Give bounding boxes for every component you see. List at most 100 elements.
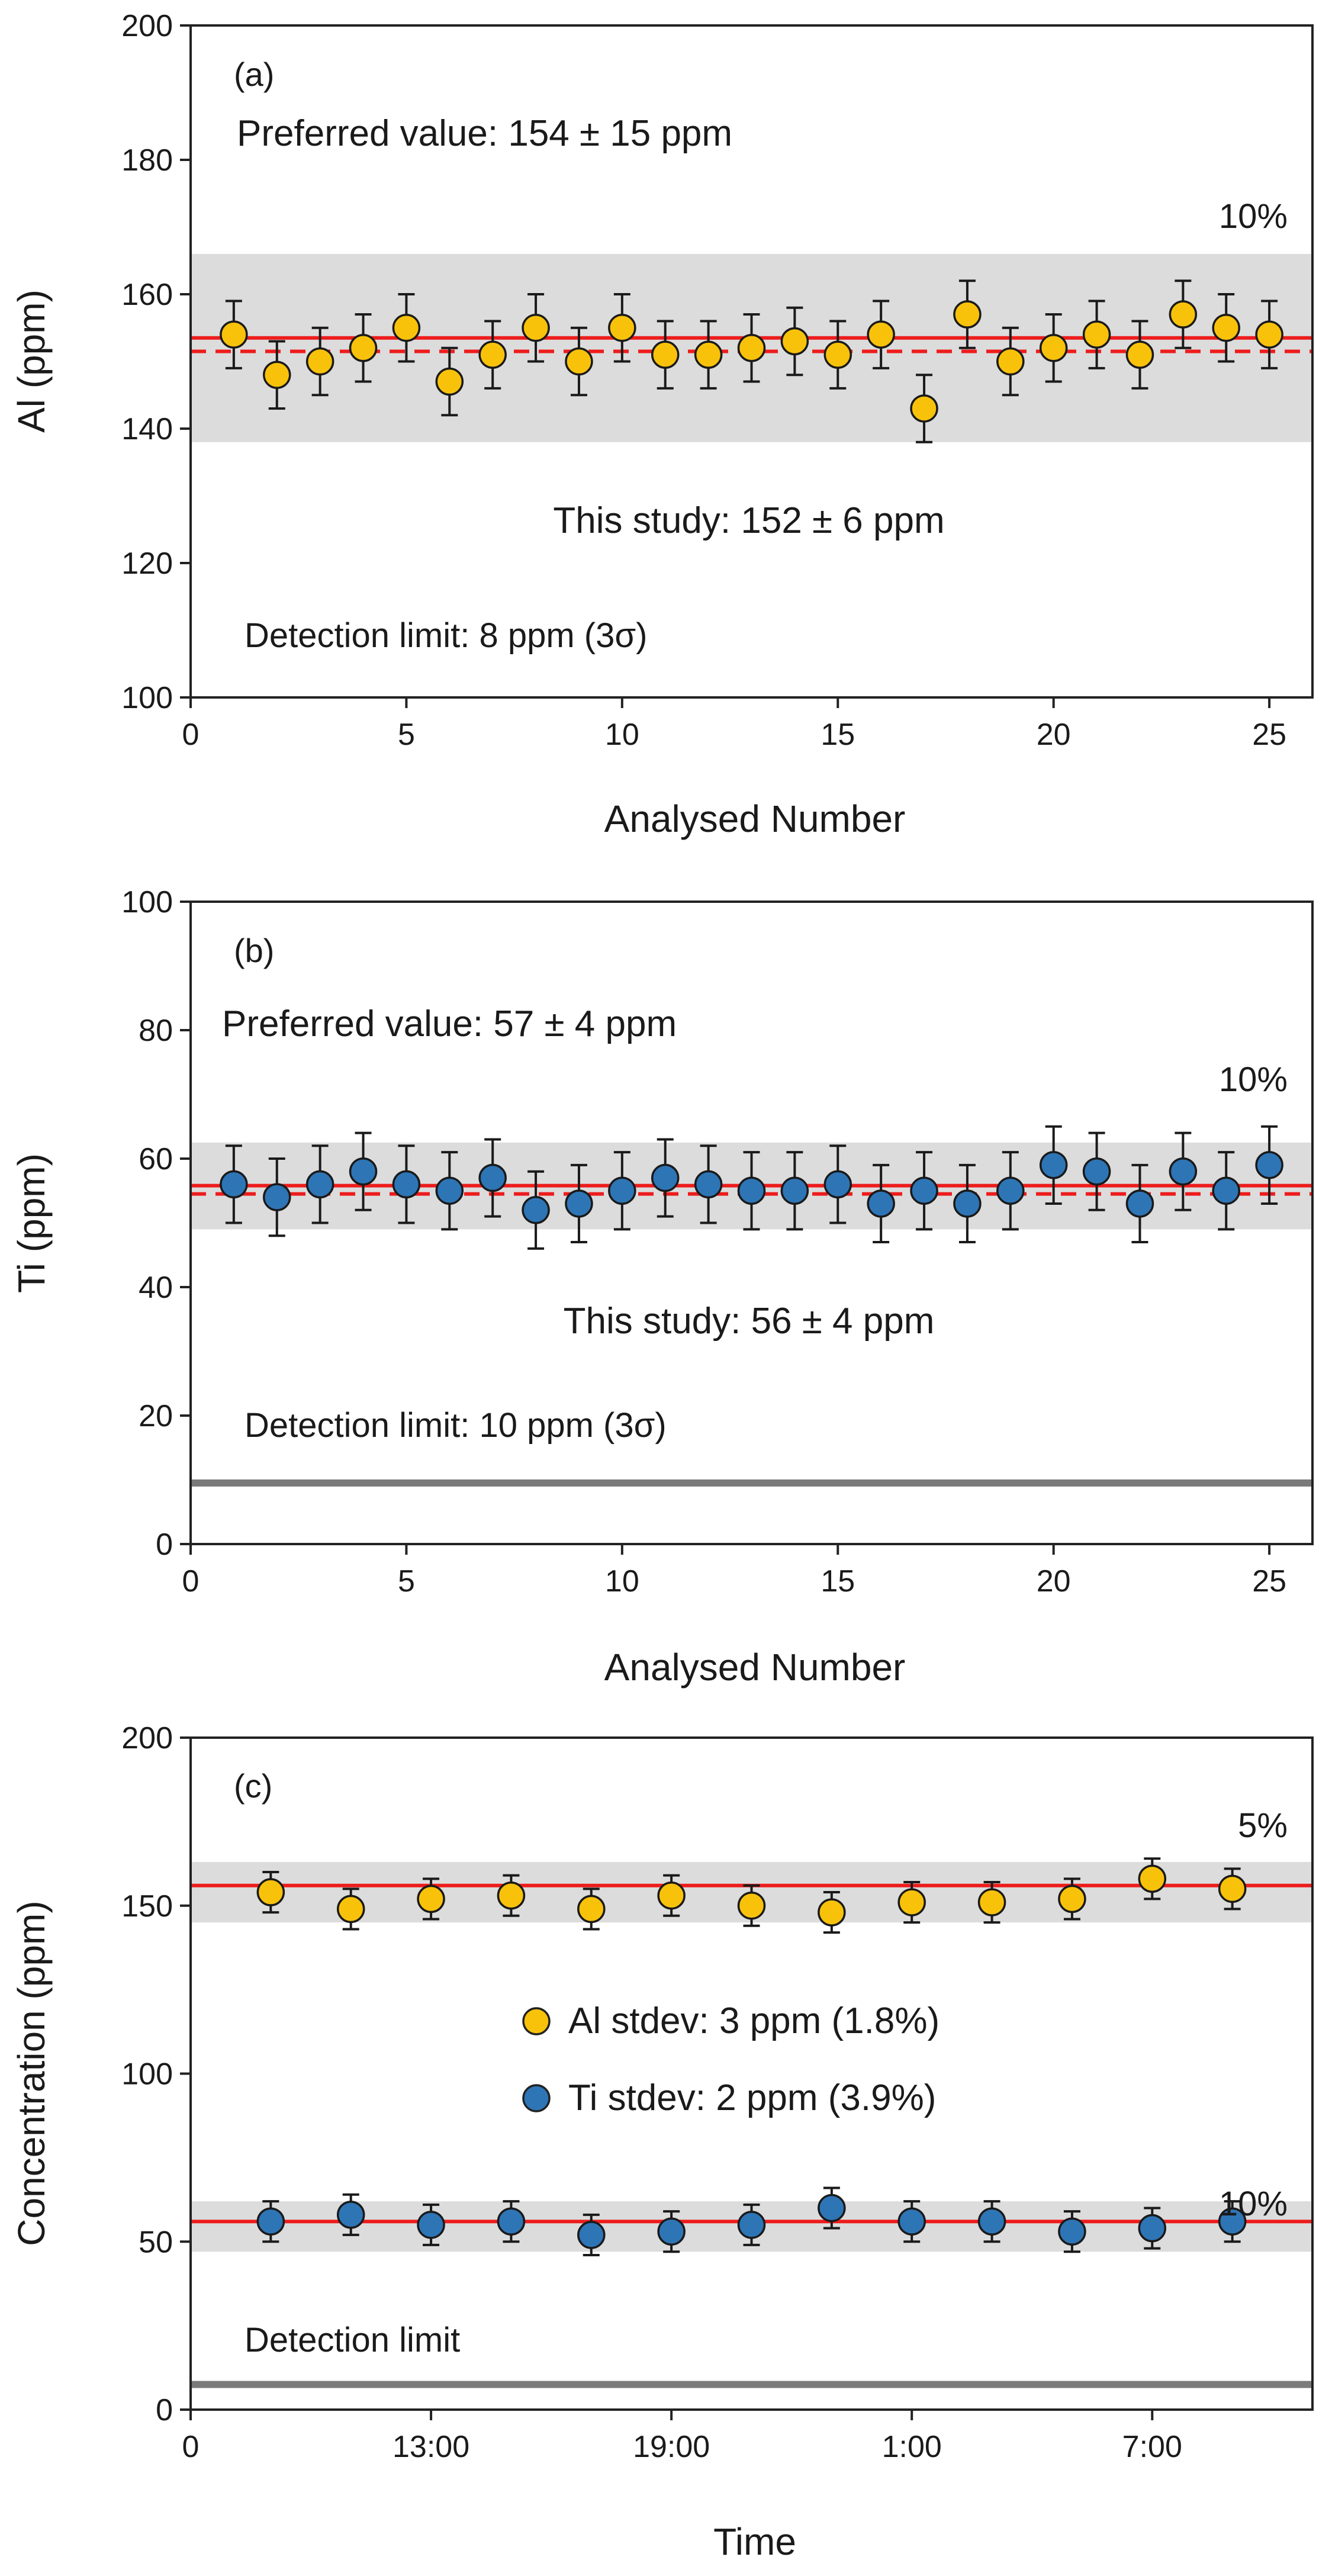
marker	[608, 314, 636, 342]
marker	[780, 327, 809, 356]
data-point-ti	[1039, 1125, 1068, 1205]
marker	[910, 1176, 938, 1205]
data-point-ti	[577, 2213, 606, 2256]
data-point-ti	[349, 1131, 378, 1211]
data-point-al	[977, 1881, 1006, 1924]
data-point-al	[417, 1877, 445, 1921]
plot-frame	[189, 1736, 1314, 2411]
data-point-al	[336, 1887, 365, 1931]
data-point-ti	[897, 2200, 926, 2243]
band-label: 10%	[1219, 197, 1288, 236]
marker	[1058, 1884, 1086, 1913]
marker	[305, 1170, 334, 1199]
marker	[657, 1881, 686, 1910]
x-tick-label: 0	[182, 1564, 200, 1599]
data-point-ti	[977, 2200, 1006, 2243]
data-point-ti	[1082, 1131, 1111, 1211]
data-point-al	[256, 1871, 285, 1914]
data-point-ti	[305, 1144, 334, 1224]
marker	[977, 1888, 1006, 1916]
data-point-ti	[417, 2203, 445, 2246]
marker	[867, 1189, 895, 1218]
marker	[651, 340, 680, 369]
marker	[608, 1176, 636, 1205]
y-tick-label: 20	[139, 1399, 173, 1433]
marker	[737, 1892, 766, 1920]
x-tick-label: 0	[182, 2430, 200, 2464]
marker	[220, 320, 248, 349]
y-tick-label: 100	[121, 885, 173, 919]
data-point-ti	[1058, 2210, 1086, 2253]
data-point-al	[565, 326, 593, 397]
study-value-text: This study: 152 ± 6 ppm	[553, 500, 944, 541]
study-value-text: This study: 56 ± 4 ppm	[564, 1301, 935, 1342]
x-axis-title: Analysed Number	[604, 1646, 906, 1689]
data-point-ti	[953, 1163, 982, 1244]
data-point-al	[435, 346, 464, 417]
x-tick-label: 5	[398, 1564, 415, 1599]
marker	[1082, 1157, 1111, 1186]
x-tick-label: 7:00	[1122, 2430, 1182, 2464]
marker	[780, 1176, 809, 1205]
data-point-ti	[522, 1170, 550, 1250]
data-point-ti	[996, 1151, 1025, 1231]
marker	[349, 1157, 378, 1186]
data-point-ti	[435, 1151, 464, 1231]
marker	[953, 300, 982, 329]
legend-marker-ti	[522, 2084, 551, 2112]
data-point-ti	[565, 1163, 593, 1244]
marker	[305, 347, 334, 376]
legend-label-ti: Ti stdev: 2 ppm (3.9%)	[568, 2077, 936, 2118]
data-point-ti	[497, 2200, 526, 2243]
marker	[657, 2217, 686, 2246]
data-point-ti	[657, 2210, 686, 2253]
x-axis-title: Time	[713, 2520, 796, 2563]
data-point-al	[657, 1874, 686, 1917]
y-tick-label: 0	[156, 2393, 173, 2427]
marker	[910, 394, 938, 423]
marker	[1212, 314, 1240, 342]
data-point-al	[737, 313, 766, 383]
x-tick-label: 10	[605, 718, 639, 752]
y-tick-label: 100	[121, 681, 173, 715]
marker	[1255, 1151, 1283, 1179]
data-point-al	[349, 313, 378, 383]
data-point-ti	[694, 1144, 723, 1224]
y-tick-label: 180	[121, 143, 173, 178]
marker	[1218, 1874, 1247, 1903]
marker	[1169, 300, 1198, 329]
marker	[577, 1895, 606, 1924]
marker	[263, 1183, 291, 1211]
data-point-al	[305, 326, 334, 397]
marker	[977, 2207, 1006, 2236]
data-point-ti	[780, 1151, 809, 1231]
x-tick-label: 25	[1252, 1564, 1286, 1599]
y-tick-label: 50	[139, 2225, 173, 2259]
data-point-ti	[220, 1144, 248, 1224]
data-point-al	[1125, 320, 1154, 390]
data-point-ti	[651, 1138, 680, 1218]
y-tick-label: 0	[156, 1527, 173, 1562]
marker	[867, 320, 895, 349]
panel-b: 0 5 10 15 20 25 0 20 40 60 80 100 (b) Preferred val…	[10, 885, 1314, 1689]
data-point-al	[263, 340, 291, 410]
marker	[996, 1176, 1025, 1205]
data-point-al	[220, 300, 248, 369]
detection-limit-text: Detection limit: 10 ppm (3σ)	[244, 1406, 667, 1445]
y-tick-label: 100	[121, 2057, 173, 2092]
marker	[818, 2194, 846, 2223]
marker	[1212, 1176, 1240, 1205]
marker	[349, 334, 378, 362]
legend: Al stdev: 3 ppm (1.8%) Ti stdev: 2 ppm (…	[522, 2001, 940, 2118]
marker	[256, 2207, 285, 2236]
data-point-al	[910, 374, 938, 443]
marker	[565, 1189, 593, 1218]
marker	[497, 2207, 526, 2236]
axis-ticks: 0 5 10 15 20 25 100 120 140 160 180 200	[121, 9, 1286, 752]
marker	[392, 314, 421, 342]
preferred-value-text: Preferred value: 57 ± 4 ppm	[222, 1004, 677, 1044]
data-point-ti	[1125, 1163, 1154, 1244]
data-point-ti	[1218, 2200, 1247, 2243]
marker	[336, 1895, 365, 1924]
